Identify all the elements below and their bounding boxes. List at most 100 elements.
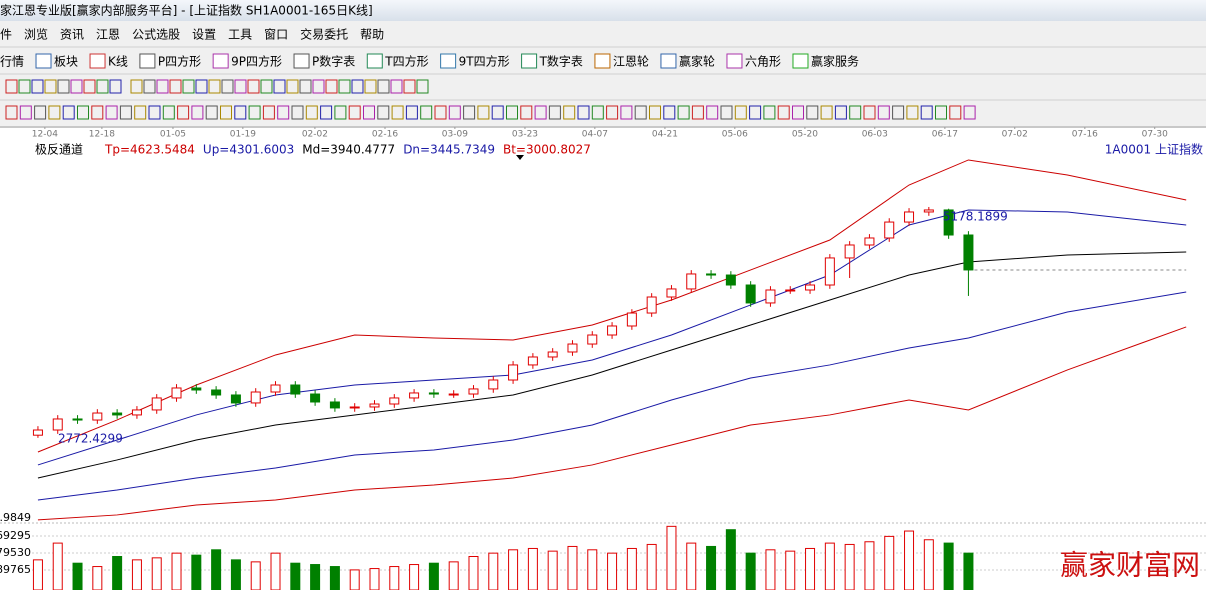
tool-icon[interactable] <box>563 105 576 120</box>
toolbar-item[interactable]: 赢家服务 <box>811 54 859 69</box>
menu-item[interactable]: 浏览 <box>24 27 48 42</box>
tool-icon[interactable] <box>734 105 747 120</box>
menu-item[interactable]: 资讯 <box>60 28 84 42</box>
toolbar-icon[interactable] <box>726 53 743 69</box>
menu-item[interactable]: 件 <box>0 28 12 42</box>
tool-icon[interactable] <box>348 105 361 120</box>
tool-icon[interactable] <box>548 105 561 120</box>
tool-icon[interactable] <box>706 105 719 120</box>
tool-icon[interactable] <box>325 79 338 94</box>
tool-icon[interactable] <box>649 105 661 120</box>
tool-icon[interactable] <box>119 105 132 120</box>
tool-icon[interactable] <box>491 105 504 120</box>
toolbar-icon[interactable] <box>366 53 383 69</box>
tool-icon[interactable] <box>105 105 118 120</box>
tool-icon[interactable] <box>320 105 333 120</box>
tool-icon[interactable] <box>205 105 218 120</box>
tool-icon[interactable] <box>663 105 676 120</box>
tool-icon[interactable] <box>377 105 390 120</box>
tool-icon[interactable] <box>162 105 175 120</box>
tool-icon[interactable] <box>77 105 89 120</box>
tool-icon[interactable] <box>177 105 190 120</box>
toolbar-item[interactable]: 9P四方形 <box>231 54 282 69</box>
tool-icon[interactable] <box>220 105 232 120</box>
tool-icon[interactable] <box>448 105 461 120</box>
tool-icon[interactable] <box>777 105 790 120</box>
tool-icon[interactable] <box>247 79 260 94</box>
tool-icon[interactable] <box>156 79 169 94</box>
tool-icon[interactable] <box>416 79 429 94</box>
toolbar-icon[interactable] <box>594 53 611 69</box>
tool-icon[interactable] <box>312 79 325 94</box>
toolbar-item[interactable]: 赢家轮 <box>679 54 715 69</box>
toolbar-item[interactable]: 六角形 <box>745 55 781 69</box>
tool-icon[interactable] <box>5 79 18 94</box>
toolbar-icon[interactable] <box>89 53 106 69</box>
menu-item[interactable]: 江恩 <box>96 28 120 42</box>
tool-icon[interactable] <box>377 79 390 94</box>
tool-icon[interactable] <box>305 105 318 120</box>
toolbar-item[interactable]: T数字表 <box>539 54 583 69</box>
tool-icon[interactable] <box>208 79 221 94</box>
tool-icon[interactable] <box>720 105 733 120</box>
tool-icon[interactable] <box>949 105 962 120</box>
toolbar-item[interactable]: 江恩轮 <box>613 55 649 69</box>
toolbar-item[interactable]: P数字表 <box>312 54 355 69</box>
tool-icon[interactable] <box>877 105 890 120</box>
tool-icon[interactable] <box>463 105 476 120</box>
tool-icon[interactable] <box>534 105 547 120</box>
tool-icon[interactable] <box>19 105 32 120</box>
tool-icon[interactable] <box>57 79 70 94</box>
tool-icon[interactable] <box>749 105 762 120</box>
tool-icon[interactable] <box>5 105 18 120</box>
tool-icon[interactable] <box>83 79 96 94</box>
tool-icon[interactable] <box>863 105 876 120</box>
toolbar-icon[interactable] <box>660 53 677 69</box>
tool-icon[interactable] <box>291 105 304 120</box>
tool-icon[interactable] <box>364 79 377 94</box>
tool-icon[interactable] <box>963 105 976 120</box>
tool-icon[interactable] <box>130 79 143 94</box>
tool-icon[interactable] <box>48 105 61 120</box>
tool-icon[interactable] <box>299 79 312 94</box>
tool-icon[interactable] <box>234 79 247 94</box>
toolbar-icon[interactable] <box>792 53 809 69</box>
toolbar-item[interactable]: 9T四方形 <box>459 54 510 69</box>
tool-icon[interactable] <box>849 105 862 120</box>
tool-icon[interactable] <box>620 105 633 120</box>
tool-icon[interactable] <box>143 79 156 94</box>
toolbar-icon[interactable] <box>212 53 229 69</box>
menu-item[interactable]: 帮助 <box>360 28 384 42</box>
tool-icon[interactable] <box>169 79 182 94</box>
menu-item[interactable]: 工具 <box>228 28 252 42</box>
tool-icon[interactable] <box>234 105 247 120</box>
tool-icon[interactable] <box>390 79 403 94</box>
toolbar-icon[interactable] <box>293 53 310 69</box>
toolbar-item[interactable]: 行情 <box>0 55 24 69</box>
toolbar-icon[interactable] <box>139 53 156 69</box>
tool-icon[interactable] <box>792 105 804 120</box>
tool-icon[interactable] <box>834 105 847 120</box>
tool-icon[interactable] <box>273 79 286 94</box>
toolbar-item[interactable]: 板块 <box>54 55 78 69</box>
tool-icon[interactable] <box>134 105 147 120</box>
tool-icon[interactable] <box>248 105 261 120</box>
tool-icon[interactable] <box>221 79 234 94</box>
tool-icon[interactable] <box>577 105 590 120</box>
menu-item[interactable]: 交易委托 <box>300 27 348 42</box>
tool-icon[interactable] <box>906 105 919 120</box>
tool-icon[interactable] <box>520 105 533 120</box>
tool-icon[interactable] <box>477 105 490 120</box>
tool-icon[interactable] <box>34 105 47 120</box>
dropdown-arrow[interactable] <box>516 155 524 160</box>
toolbar-icon[interactable] <box>440 53 457 69</box>
tool-icon[interactable] <box>405 105 418 120</box>
tool-icon[interactable] <box>148 105 161 120</box>
menu-item[interactable]: 公式选股 <box>132 28 180 42</box>
tool-icon[interactable] <box>62 105 75 120</box>
tool-icon[interactable] <box>606 105 619 120</box>
tool-icon[interactable] <box>691 105 704 120</box>
toolbar-icon[interactable] <box>35 53 52 69</box>
tool-icon[interactable] <box>260 79 273 94</box>
tool-icon[interactable] <box>677 105 690 120</box>
